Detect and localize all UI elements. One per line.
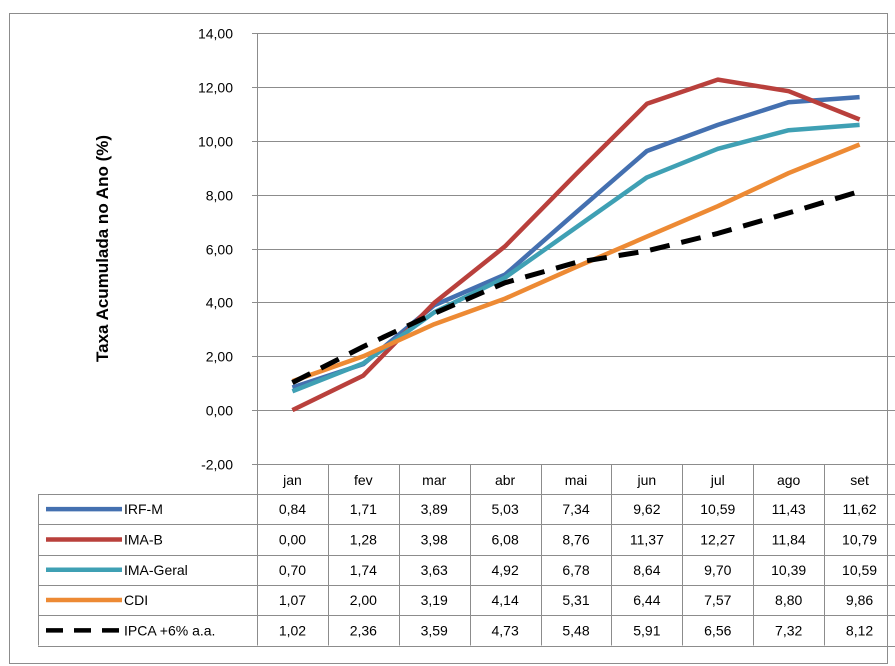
data-cell: 7,57 <box>704 592 731 608</box>
data-cell: 12,27 <box>700 531 735 547</box>
y-tick-label: -2,00 <box>201 457 233 473</box>
data-cell: 10,39 <box>771 562 806 578</box>
data-cell: 0,00 <box>279 531 306 547</box>
y-tick-label: 4,00 <box>206 295 233 311</box>
x-category-label: jul <box>710 472 725 488</box>
data-cell: 7,32 <box>775 622 802 638</box>
data-cell: 4,73 <box>491 622 518 638</box>
legend-label: IRF-M <box>124 501 163 517</box>
data-cell: 3,63 <box>421 562 448 578</box>
data-cell: 8,12 <box>846 622 873 638</box>
y-tick-label: 0,00 <box>206 403 233 419</box>
data-cell: 2,36 <box>350 622 377 638</box>
data-cell: 0,70 <box>279 562 306 578</box>
series-line <box>291 189 861 385</box>
data-cell: 3,19 <box>421 592 448 608</box>
data-cell: 5,03 <box>491 501 518 517</box>
data-cell: 4,14 <box>491 592 518 608</box>
x-category-label: abr <box>495 472 516 488</box>
data-cell: 10,59 <box>700 501 735 517</box>
data-cell: 10,59 <box>842 562 877 578</box>
data-cell: 1,07 <box>279 592 306 608</box>
data-cell: 0,84 <box>279 501 306 517</box>
legend-label: CDI <box>124 592 148 608</box>
legend-label: IMA-Geral <box>124 562 188 578</box>
data-cell: 2,00 <box>350 592 377 608</box>
data-cell: 1,74 <box>350 562 377 578</box>
data-cell: 7,34 <box>562 501 589 517</box>
data-cell: 10,79 <box>842 531 877 547</box>
x-category-label: set <box>850 472 869 488</box>
y-tick-label: 2,00 <box>206 349 233 365</box>
x-category-label: ago <box>777 472 801 488</box>
data-cell: 9,70 <box>704 562 731 578</box>
data-cell: 4,92 <box>491 562 518 578</box>
data-cell: 5,31 <box>562 592 589 608</box>
data-cell: 11,62 <box>843 501 877 517</box>
data-cell: 3,98 <box>421 531 448 547</box>
data-cell: 11,37 <box>630 531 664 547</box>
x-category-label: mar <box>422 472 446 488</box>
data-cell: 5,91 <box>633 622 660 638</box>
series-line <box>291 77 861 413</box>
data-cell: 6,78 <box>562 562 589 578</box>
data-cell: 1,71 <box>350 501 377 517</box>
legend-label: IPCA +6% a.a. <box>124 622 215 638</box>
data-cell: 8,64 <box>633 562 660 578</box>
data-cell: 9,62 <box>633 501 660 517</box>
x-category-label: jan <box>282 472 302 488</box>
data-cell: 1,28 <box>350 531 377 547</box>
x-category-label: fev <box>354 472 373 488</box>
y-tick-label: 8,00 <box>206 188 233 204</box>
data-cell: 5,48 <box>562 622 589 638</box>
series-line <box>291 142 861 384</box>
legend-label: IMA-B <box>124 531 163 547</box>
x-category-label: mai <box>565 472 588 488</box>
data-cell: 1,02 <box>279 622 306 638</box>
y-tick-label: 12,00 <box>198 80 233 96</box>
data-cell: 3,89 <box>421 501 448 517</box>
y-tick-label: 6,00 <box>206 242 233 258</box>
data-cell: 11,84 <box>772 531 806 547</box>
data-cell: 6,08 <box>491 531 518 547</box>
x-category-label: jun <box>637 472 657 488</box>
data-cell: 8,80 <box>775 592 802 608</box>
y-tick-label: 10,00 <box>198 134 233 150</box>
data-cell: 11,43 <box>772 501 806 517</box>
data-cell: 6,56 <box>704 622 731 638</box>
y-tick-label: 14,00 <box>198 26 233 42</box>
data-cell: 9,86 <box>846 592 873 608</box>
y-axis-label: Taxa Acumulada no Ano (%) <box>93 135 112 362</box>
data-cell: 6,44 <box>633 592 660 608</box>
data-cell: 3,59 <box>421 622 448 638</box>
data-cell: 8,76 <box>562 531 589 547</box>
